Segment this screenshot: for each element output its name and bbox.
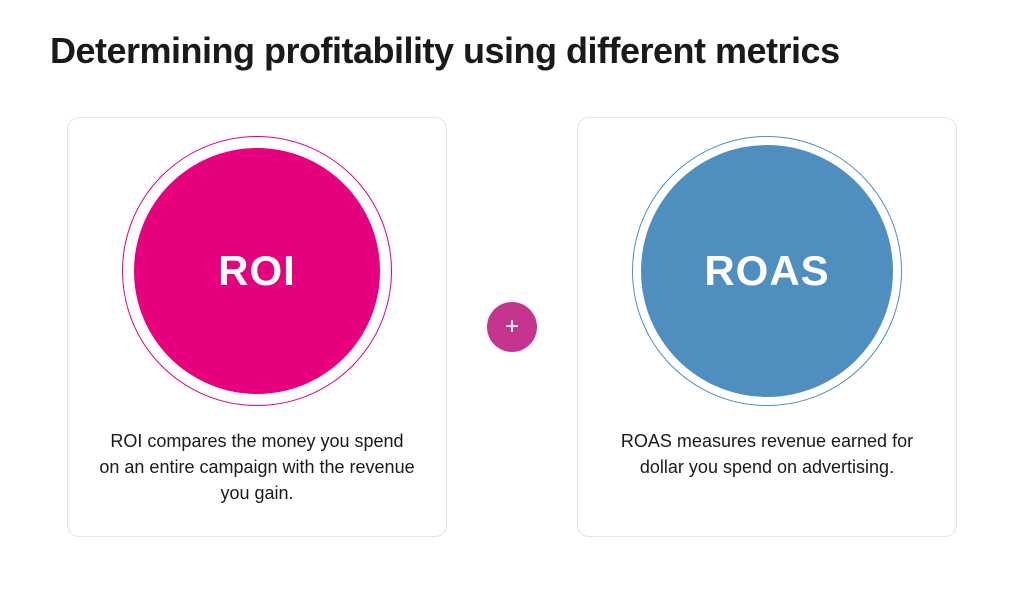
roas-description: ROAS measures revenue earned for dollar … — [608, 428, 926, 480]
roas-circle-inner: ROAS — [641, 145, 893, 397]
roas-circle-outer: ROAS — [632, 136, 902, 406]
page-title: Determining profitability using differen… — [50, 30, 974, 72]
metric-card-roas: ROAS ROAS measures revenue earned for do… — [577, 117, 957, 537]
metric-card-roi: ROI ROI compares the money you spend on … — [67, 117, 447, 537]
plus-connector: + — [487, 302, 537, 352]
roas-label: ROAS — [704, 247, 829, 295]
metrics-row: ROI ROI compares the money you spend on … — [50, 117, 974, 537]
roi-circle-outer: ROI — [122, 136, 392, 406]
plus-icon: + — [505, 315, 519, 339]
roi-label: ROI — [218, 247, 296, 295]
roi-description: ROI compares the money you spend on an e… — [98, 428, 416, 506]
roi-circle-inner: ROI — [134, 148, 380, 394]
